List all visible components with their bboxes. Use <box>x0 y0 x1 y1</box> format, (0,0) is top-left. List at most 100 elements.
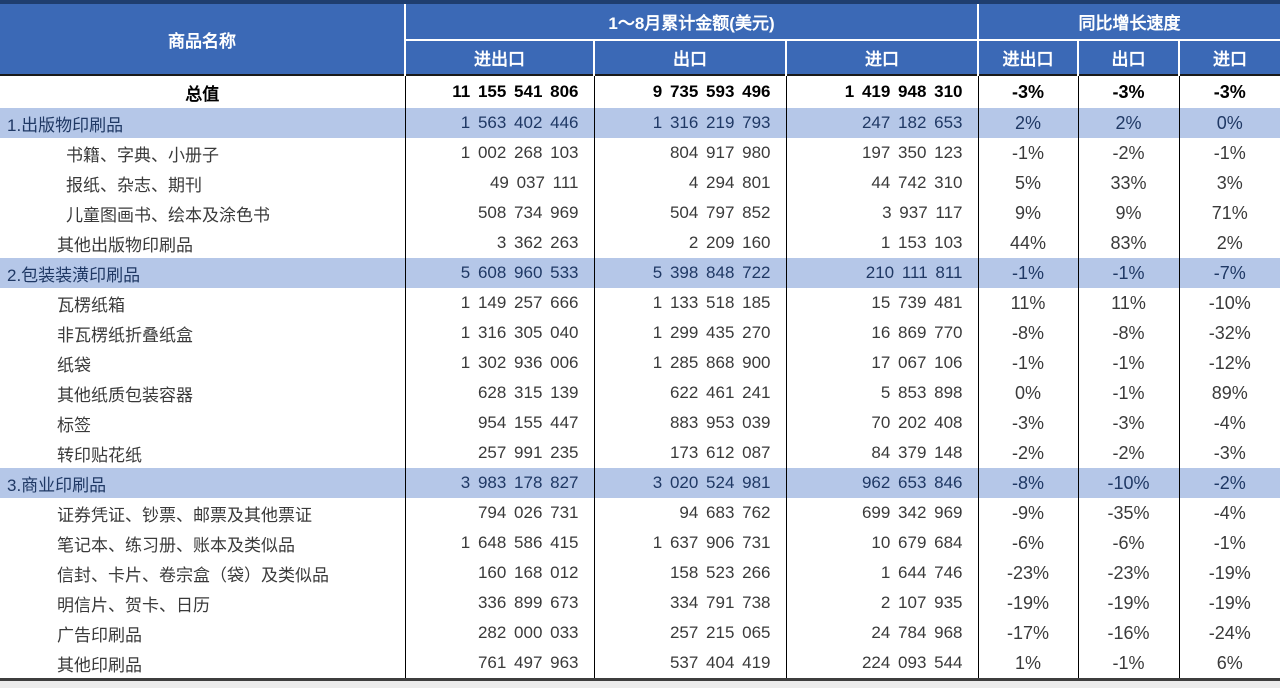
amount-import-cell: 16 869 770 <box>785 318 978 348</box>
growth-export-cell: -2% <box>1077 438 1179 468</box>
product-name-cell: 书籍、字典、小册子 <box>66 145 219 165</box>
growth-import-cell: -3% <box>1178 438 1280 468</box>
growth-export-cell: -35% <box>1077 498 1179 528</box>
table-row: 1.出版物印刷品 1 563 402 446 1 316 219 793 247 18… <box>0 108 1280 138</box>
amount-import-export-cell: 761 497 963 <box>404 648 594 680</box>
amount-export-cell: 1 133 518 185 <box>593 288 786 318</box>
product-name-cell: 明信片、贺卡、日历 <box>57 595 210 615</box>
growth-export-cell: 2% <box>1077 108 1179 138</box>
table-body: 总值 11 155 541 806 9 735 593 496 1 419 948 3… <box>0 74 1280 680</box>
growth-import-cell: 71% <box>1178 198 1280 228</box>
table-row: 明信片、贺卡、日历 336 899 673 334 791 738 2 107 935… <box>0 588 1280 618</box>
growth-import-export-cell: -17% <box>977 618 1078 648</box>
growth-export-cell: -1% <box>1077 378 1179 408</box>
growth-import-cell: -7% <box>1178 258 1280 288</box>
amount-import-export-cell: 508 734 969 <box>404 198 594 228</box>
amount-import-cell: 3 937 117 <box>785 198 978 228</box>
table-row: 其他出版物印刷品 3 362 263 2 209 160 1 153 103 44% 83… <box>0 228 1280 258</box>
table-row: 其他印刷品 761 497 963 537 404 419 224 093 544 1%… <box>0 648 1280 680</box>
amount-import-cell: 1 153 103 <box>785 228 978 258</box>
amount-import-cell: 699 342 969 <box>785 498 978 528</box>
amount-import-export-cell: 282 000 033 <box>404 618 594 648</box>
growth-import-cell: -19% <box>1178 588 1280 618</box>
amount-import-export-cell: 1 316 305 040 <box>404 318 594 348</box>
product-name-cell: 笔记本、练习册、账本及类似品 <box>57 535 295 555</box>
table-row: 笔记本、练习册、账本及类似品 1 648 586 415 1 637 906 731… <box>0 528 1280 558</box>
amount-import-export-cell: 160 168 012 <box>404 558 594 588</box>
column-header-growth-export: 出口 <box>1077 40 1179 75</box>
bottom-margin-strip <box>0 681 1280 688</box>
product-name-cell: 广告印刷品 <box>57 625 142 645</box>
growth-import-cell: 89% <box>1178 378 1280 408</box>
table-row: 信封、卡片、卷宗盒（袋）及类似品 160 168 012 158 523 266 1 … <box>0 558 1280 588</box>
amount-import-cell: 84 379 148 <box>785 438 978 468</box>
amount-export-cell: 158 523 266 <box>593 558 786 588</box>
product-name-cell: 总值 <box>0 74 405 108</box>
amount-import-cell: 70 202 408 <box>785 408 978 438</box>
growth-import-export-cell: -8% <box>977 318 1078 348</box>
table-row: 书籍、字典、小册子 1 002 268 103 804 917 980 197 350… <box>0 138 1280 168</box>
growth-import-cell: -24% <box>1178 618 1280 648</box>
amount-import-export-cell: 1 302 936 006 <box>404 348 594 378</box>
amount-import-export-cell: 954 155 447 <box>404 408 594 438</box>
product-name-cell: 非瓦楞纸折叠纸盒 <box>57 325 193 345</box>
growth-export-cell: -3% <box>1077 74 1179 108</box>
column-group-cumulative-amount: 1～8月累计金额(美元) <box>404 2 978 41</box>
column-header-growth-import: 进口 <box>1177 40 1280 75</box>
column-header-amount-export: 出口 <box>593 40 786 75</box>
amount-export-cell: 3 020 524 981 <box>593 468 786 498</box>
table-row: 总值 11 155 541 806 9 735 593 496 1 419 948 3… <box>0 74 1280 108</box>
amount-export-cell: 4 294 801 <box>593 168 786 198</box>
growth-import-cell: -3% <box>1178 74 1280 108</box>
column-header-amount-import-export: 进出口 <box>404 40 594 75</box>
growth-import-export-cell: 11% <box>977 288 1078 318</box>
growth-export-cell: -10% <box>1077 468 1179 498</box>
amount-import-export-cell: 1 563 402 446 <box>404 108 594 138</box>
product-name-cell: 证券凭证、钞票、邮票及其他票证 <box>57 505 312 525</box>
table-row: 报纸、杂志、期刊 49 037 111 4 294 801 44 742 310 5% 3… <box>0 168 1280 198</box>
product-name-cell: 信封、卡片、卷宗盒（袋）及类似品 <box>57 565 329 585</box>
growth-import-export-cell: -23% <box>977 558 1078 588</box>
amount-import-export-cell: 3 362 263 <box>404 228 594 258</box>
table-row: 非瓦楞纸折叠纸盒 1 316 305 040 1 299 435 270 16 869… <box>0 318 1280 348</box>
growth-import-cell: 2% <box>1178 228 1280 258</box>
growth-import-cell: 6% <box>1178 648 1280 680</box>
amount-export-cell: 9 735 593 496 <box>593 74 786 108</box>
growth-import-cell: -1% <box>1178 138 1280 168</box>
growth-import-export-cell: -3% <box>977 408 1078 438</box>
growth-export-cell: -1% <box>1077 348 1179 378</box>
amount-export-cell: 1 316 219 793 <box>593 108 786 138</box>
growth-import-export-cell: 1% <box>977 648 1078 680</box>
growth-export-cell: 9% <box>1077 198 1179 228</box>
growth-export-cell: -1% <box>1077 258 1179 288</box>
amount-import-export-cell: 3 983 178 827 <box>404 468 594 498</box>
growth-import-export-cell: -1% <box>977 348 1078 378</box>
amount-export-cell: 5 398 848 722 <box>593 258 786 288</box>
amount-import-export-cell: 336 899 673 <box>404 588 594 618</box>
product-name-cell: 2.包装装潢印刷品 <box>0 258 405 288</box>
amount-export-cell: 622 461 241 <box>593 378 786 408</box>
amount-export-cell: 1 637 906 731 <box>593 528 786 558</box>
growth-import-cell: -12% <box>1178 348 1280 378</box>
product-name-cell: 标签 <box>57 415 91 435</box>
amount-export-cell: 1 299 435 270 <box>593 318 786 348</box>
amount-import-cell: 17 067 106 <box>785 348 978 378</box>
amount-import-cell: 1 644 746 <box>785 558 978 588</box>
table-row: 2.包装装潢印刷品 5 608 960 533 5 398 848 722 210 1… <box>0 258 1280 288</box>
amount-export-cell: 883 953 039 <box>593 408 786 438</box>
growth-import-export-cell: -1% <box>977 258 1078 288</box>
column-group-yoy-growth: 同比增长速度 <box>976 2 1280 41</box>
amount-import-export-cell: 794 026 731 <box>404 498 594 528</box>
amount-export-cell: 173 612 087 <box>593 438 786 468</box>
table-row: 标签 954 155 447 883 953 039 70 202 408 -3% -3%… <box>0 408 1280 438</box>
amount-import-export-cell: 1 648 586 415 <box>404 528 594 558</box>
amount-import-export-cell: 5 608 960 533 <box>404 258 594 288</box>
growth-import-export-cell: 2% <box>977 108 1078 138</box>
growth-import-cell: -4% <box>1178 408 1280 438</box>
growth-import-export-cell: -6% <box>977 528 1078 558</box>
growth-import-export-cell: 44% <box>977 228 1078 258</box>
header-group-row: 商品名称 1～8月累计金额(美元) 同比增长速度 <box>0 2 1280 75</box>
amount-import-cell: 210 111 811 <box>785 258 978 288</box>
column-header-growth-import-export: 进出口 <box>977 40 1078 75</box>
